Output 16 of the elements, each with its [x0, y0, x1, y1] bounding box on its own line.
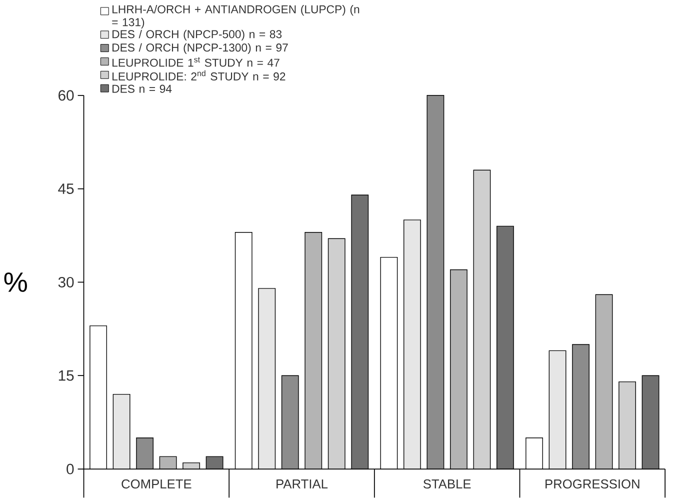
x-tick-label: PROGRESSION	[546, 479, 640, 489]
legend-label: DES / ORCH (NPCP-1300) n = 97	[112, 43, 288, 54]
y-tick-label: 0	[66, 464, 74, 474]
x-tick-label: PARTIAL	[276, 480, 328, 488]
x-tick-label: STABLE	[423, 479, 471, 489]
x-tick-label: COMPLETE	[122, 479, 192, 489]
legend-label: LEUPROLIDE: 2$^{nd}$ STUDY n = 92	[112, 70, 286, 81]
y-tick-label: 30	[58, 277, 74, 288]
legend-label: DES n = 94	[112, 84, 172, 93]
y-tick-label: 15	[58, 370, 74, 381]
y-axis-title: %	[4, 272, 27, 292]
legend-label: LHRH-A/ORCH + ANTIANDROGEN (LUPCP) (n = 131)	[112, 5, 360, 29]
legend-label: LEUPROLIDE 1$^{st}$ STUDY n = 47	[112, 57, 280, 67]
y-tick-label: 60	[58, 90, 74, 101]
legend-label: DES / ORCH (NPCP-500) n = 83	[112, 30, 282, 41]
y-tick-label: 45	[58, 184, 74, 194]
